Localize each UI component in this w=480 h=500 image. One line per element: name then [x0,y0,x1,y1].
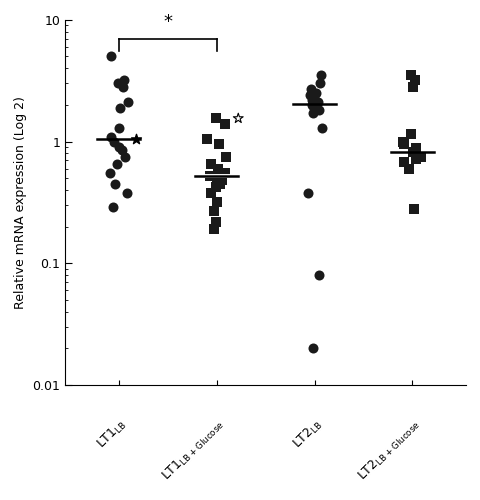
Point [109,203,117,211]
Point [124,98,132,106]
Point [314,98,322,106]
Point [113,160,120,168]
Point [407,130,415,138]
Point [214,164,222,172]
Point [208,160,216,168]
Point [418,153,425,161]
Point [413,144,420,152]
Point [114,80,121,88]
Point [218,176,226,184]
Point [412,150,420,158]
Point [206,172,214,180]
Point [215,140,223,148]
Point [234,114,242,122]
Point [221,120,229,128]
Point [213,198,220,206]
Point [210,226,218,234]
Point [120,83,127,91]
Point [400,140,408,148]
Point [107,132,114,140]
Point [120,76,128,84]
Point [132,135,139,143]
Point [307,85,315,93]
Point [212,114,220,122]
Point [212,184,220,192]
Point [409,83,417,91]
Point [308,101,316,109]
Point [210,207,218,215]
Point [310,94,317,102]
Point [216,180,224,188]
Point [400,158,408,166]
Text: LT1$_{\rm LB}$: LT1$_{\rm LB}$ [94,416,130,452]
Point [304,188,312,196]
Text: LT1$_{\rm LB+Glucose}$: LT1$_{\rm LB+Glucose}$ [160,416,228,484]
Point [123,188,131,196]
Point [312,89,320,97]
Point [399,138,407,145]
Point [315,271,323,279]
Point [119,146,126,154]
Point [309,110,317,118]
Point [107,169,114,177]
Point [222,153,229,161]
Point [116,104,123,112]
Point [317,72,325,80]
Y-axis label: Relative mRNA expression (Log 2): Relative mRNA expression (Log 2) [14,96,27,309]
Point [121,153,129,161]
Point [107,52,115,60]
Point [319,124,326,132]
Point [411,76,419,84]
Point [221,169,228,177]
Point [213,218,220,226]
Point [412,155,420,163]
Point [110,138,118,145]
Text: LT2$_{\rm LB}$: LT2$_{\rm LB}$ [290,416,325,452]
Point [214,174,221,182]
Point [308,96,315,104]
Point [315,106,323,114]
Point [207,188,215,196]
Point [309,344,317,352]
Point [405,164,412,172]
Point [306,92,314,100]
Point [115,124,123,132]
Point [115,143,123,151]
Point [407,72,415,80]
Point [310,104,318,112]
Point [409,148,417,156]
Point [316,80,324,88]
Text: LT2$_{\rm LB+Glucose}$: LT2$_{\rm LB+Glucose}$ [355,416,423,484]
Point [410,205,418,213]
Text: *: * [163,14,172,32]
Point [111,180,119,188]
Point [204,135,211,143]
